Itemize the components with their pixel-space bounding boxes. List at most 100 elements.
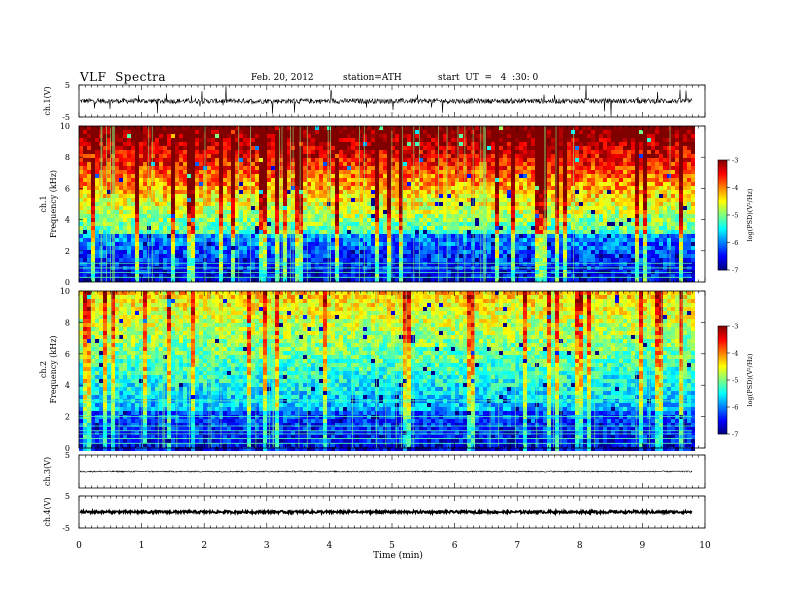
spectrogram-cell: [307, 150, 311, 154]
spectrogram-cell: [207, 162, 211, 166]
spectrogram-cell: [375, 278, 379, 282]
spectrogram-cell: [547, 154, 551, 158]
spectrogram-cell: [195, 158, 199, 162]
spectrogram-cell: [259, 206, 263, 210]
spectrogram-cell: [139, 254, 143, 258]
spectrogram-cell: [399, 234, 403, 238]
spectrogram-cell: [91, 202, 95, 206]
spectrogram-cell: [535, 218, 539, 222]
spectrogram-cell: [495, 258, 499, 262]
spectrogram-cell: [439, 138, 443, 142]
spectrogram-cell: [167, 130, 171, 134]
spectrogram-cell: [167, 250, 171, 254]
spectrogram-cell: [295, 234, 299, 238]
spectrogram-cell: [239, 210, 243, 214]
spectrogram-cell: [507, 254, 511, 258]
spectrogram-cell: [419, 226, 423, 230]
spectrogram-cell: [487, 242, 491, 246]
spectrogram-cell: [507, 154, 511, 158]
spectrogram-cell: [547, 242, 551, 246]
spectrogram-cell: [487, 194, 491, 198]
spectrogram-cell: [343, 130, 347, 134]
spectrogram-cell: [459, 202, 463, 206]
spectrogram-cell: [399, 230, 403, 234]
spectrogram-cell: [303, 158, 307, 162]
spectrogram-cell: [183, 142, 187, 146]
spectrogram-cell: [287, 134, 291, 138]
spectrogram-cell: [379, 258, 383, 262]
spectrogram-cell: [475, 238, 479, 242]
spectrogram-cell: [515, 226, 519, 230]
spectrogram-cell: [347, 150, 351, 154]
spectrogram-cell: [107, 254, 111, 258]
spectrogram-cell: [91, 150, 95, 154]
spectrogram-cell: [279, 206, 283, 210]
spectrogram-cell: [475, 214, 479, 218]
spectrogram-cell: [367, 174, 371, 178]
spectrogram-cell: [539, 154, 543, 158]
spectrogram-cell: [199, 230, 203, 234]
spectrogram-cell: [127, 198, 131, 202]
spectrogram-cell: [375, 162, 379, 166]
spectrogram-cell: [167, 126, 171, 130]
spectrogram-cell: [315, 150, 319, 154]
spectrogram-cell: [235, 226, 239, 230]
spectrogram-cell: [131, 250, 135, 254]
spectrogram-cell: [563, 138, 567, 142]
spectrogram-cell: [231, 274, 235, 278]
spectrogram-cell: [435, 210, 439, 214]
spectrogram-cell: [171, 254, 175, 258]
spectrogram-cell: [339, 170, 343, 174]
spectrogram-cell: [423, 250, 427, 254]
spectrogram-cell: [279, 154, 283, 158]
spectrogram-cell: [235, 210, 239, 214]
spectrogram-cell: [199, 234, 203, 238]
spectrogram-cell: [547, 138, 551, 142]
spectrogram-cell: [375, 238, 379, 242]
spectrogram-cell: [559, 222, 563, 226]
spectrogram-cell: [419, 134, 423, 138]
spectrogram-cell: [191, 130, 195, 134]
spectrogram-cell: [339, 138, 343, 142]
spectrogram-cell: [451, 170, 455, 174]
spectrogram-cell: [519, 166, 523, 170]
spectrogram-cell: [131, 226, 135, 230]
spectrogram-cell: [387, 278, 391, 282]
spectrogram-cell: [187, 230, 191, 234]
spectrogram-cell: [283, 166, 287, 170]
spectrogram-cell: [519, 138, 523, 142]
spectrogram-cell: [191, 190, 195, 194]
spectrogram-cell: [419, 242, 423, 246]
spectrogram-cell: [227, 230, 231, 234]
spectrogram-cell: [375, 242, 379, 246]
spectrogram-cell: [283, 222, 287, 226]
spectrogram-cell: [235, 154, 239, 158]
spectrogram-cell: [311, 194, 315, 198]
spectrogram-cell: [395, 198, 399, 202]
spectrogram-cell: [199, 246, 203, 250]
spectrogram-cell: [91, 222, 95, 226]
spectrogram-cell: [231, 178, 235, 182]
spectrogram-cell: [551, 206, 555, 210]
spectrogram-cell: [231, 234, 235, 238]
spectrogram-cell: [195, 258, 199, 262]
spectrogram-cell: [327, 150, 331, 154]
spectrogram-cell: [491, 190, 495, 194]
spectrogram-cell: [235, 150, 239, 154]
spectrogram-cell: [171, 186, 175, 190]
spectrogram-cell: [567, 190, 571, 194]
spectrogram-cell: [443, 254, 447, 258]
spectrogram-cell: [151, 178, 155, 182]
spectrogram-cell: [255, 262, 259, 266]
spectrogram-cell: [79, 154, 83, 158]
spectrogram-cell: [311, 218, 315, 222]
spectrogram-cell: [159, 238, 163, 242]
spectrogram-cell: [307, 186, 311, 190]
spectrogram-cell: [83, 138, 87, 142]
spectrogram-cell: [415, 254, 419, 258]
spectrogram-cell: [519, 186, 523, 190]
spectrogram-cell: [427, 234, 431, 238]
spectrogram-cell: [131, 238, 135, 242]
spectrogram-cell: [187, 210, 191, 214]
spectrogram-cell: [355, 254, 359, 258]
